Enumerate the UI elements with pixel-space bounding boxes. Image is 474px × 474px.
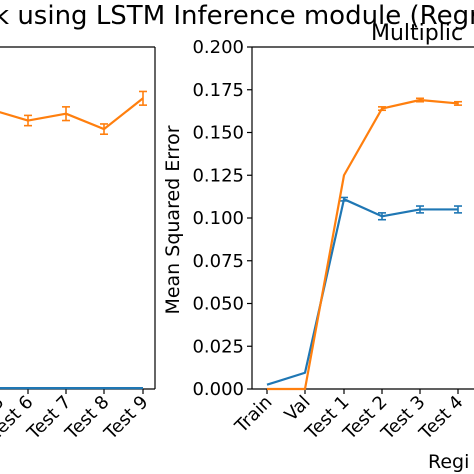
right-subplot: 0.000 0.025 0.050 0.075 0.100 0.125 0.150 0.175… <box>192 37 474 444</box>
right-subplot-title: Multiplic <box>371 21 463 46</box>
right-x-axis-label: Regi <box>428 451 469 473</box>
right-y-tick-label: 0.100 <box>192 208 244 229</box>
left-series-1-line <box>0 97 144 131</box>
right-series-0-line <box>266 198 458 386</box>
right-y-tick-label: 0.075 <box>192 251 244 272</box>
right-y-tick-label: 0.125 <box>192 165 244 186</box>
figure-title: k using LSTM Inference module (Regre <box>0 1 474 31</box>
right-y-tick-label: 0.175 <box>192 80 244 101</box>
right-x-tick-label: Test 2 <box>339 392 392 445</box>
right-x-tick-label: Test 1 <box>301 392 354 445</box>
right-y-tick-label: 0.025 <box>192 336 244 357</box>
right-series-1-line <box>267 98 459 391</box>
right-y-tick-label: 0.000 <box>192 379 244 400</box>
left-x-tick-label: Test 7 <box>23 392 76 445</box>
right-y-axis-label: Mean Squared Error <box>162 125 184 314</box>
left-x-tick-label: Test 8 <box>61 392 114 445</box>
left-x-tick-label: Test 9 <box>100 392 153 445</box>
right-x-tick-label: Test 4 <box>415 392 468 445</box>
right-y-tick-label: 0.150 <box>192 123 244 144</box>
right-x-tick-label: Test 3 <box>377 392 430 445</box>
right-y-tick-label: 0.050 <box>192 294 244 315</box>
right-y-tick-label: 0.200 <box>192 37 244 58</box>
